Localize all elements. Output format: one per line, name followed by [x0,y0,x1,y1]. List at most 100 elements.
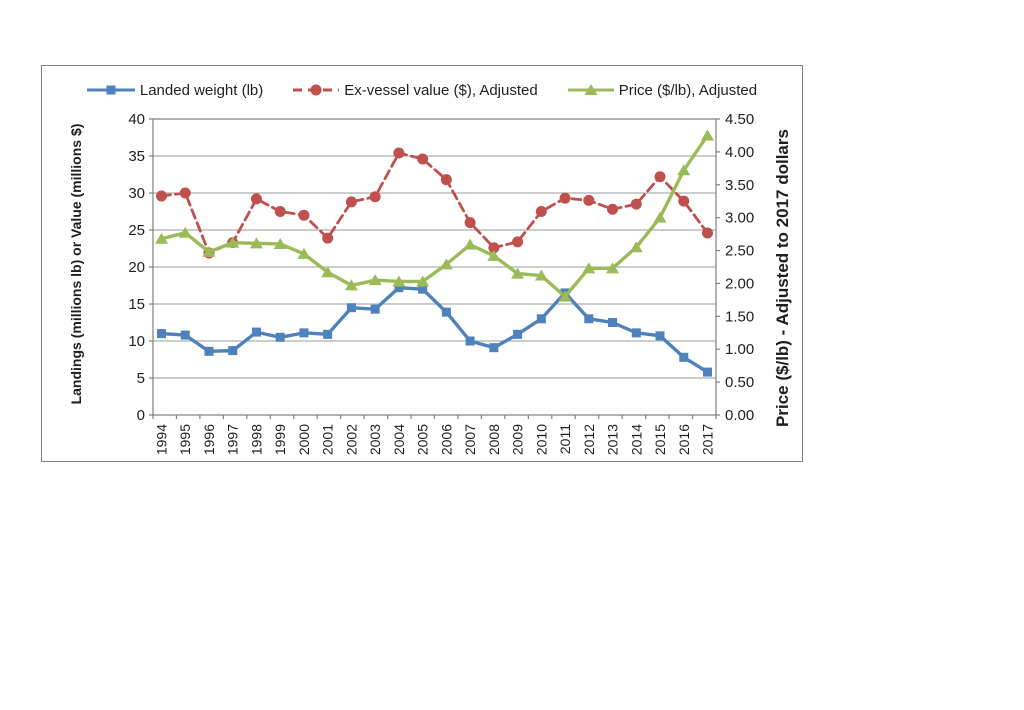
data-point-marker [630,198,642,210]
line-triangle-marker-icon [567,83,614,97]
data-point-marker [464,217,476,229]
x-tick-label: 1998 [248,424,264,455]
data-point-marker [606,262,620,274]
data-point-marker [369,191,381,203]
data-point-marker [441,307,451,317]
data-point-marker [156,190,167,202]
x-tick-label: 2017 [700,424,716,455]
left-axis-tick-label: 35 [128,148,145,165]
data-point-marker [180,330,190,340]
data-point-marker [703,367,712,377]
x-tick-label: 1996 [201,424,217,455]
data-point-marker [513,329,523,339]
data-point-marker [678,195,690,207]
data-point-marker [249,237,263,249]
data-point-marker [392,275,406,287]
data-point-marker [487,249,501,261]
left-axis-tick-label: 15 [128,296,145,313]
data-point-marker [463,238,477,250]
x-tick-label: 2007 [462,424,478,455]
data-point-marker [677,164,691,176]
x-tick-label: 2016 [676,424,692,455]
data-point-marker [582,262,596,274]
data-point-marker [370,304,380,314]
right-axis-tick-label: 4.50 [725,111,754,128]
legend-item-ex-vessel-value: Ex-vessel value ($), Adjusted [293,81,538,99]
x-tick-label: 2004 [391,424,407,455]
data-point-marker [345,196,357,208]
x-tick-label: 2003 [367,424,383,455]
x-tick-label: 2015 [652,424,668,455]
data-point-marker [631,328,641,338]
data-point-marker [393,147,405,159]
data-point-marker [583,194,595,206]
data-point-marker [155,232,168,244]
data-point-marker [275,332,285,342]
series-line [159,133,710,299]
data-point-marker [584,314,594,324]
data-point-marker [417,153,429,165]
data-point-marker [297,247,311,259]
data-point-marker [536,314,546,324]
chart-plot: 0 5 10 15 20 25 30 35 40 0.00 0.50 1.00 1.50 2.00 2.50… [128,111,754,455]
data-point-marker [273,237,287,249]
data-point-marker [607,203,619,215]
data-point-marker [534,269,548,281]
x-tick-label: 2014 [628,424,644,455]
data-point-marker [559,192,571,204]
left-axis-tick-label: 30 [128,185,145,202]
chart-legend: Landed weight (lb) Ex-vessel value ($), … [42,80,802,100]
data-point-marker [629,241,643,253]
right-axis-tick-label: 0.50 [725,374,754,391]
data-point-marker [204,346,214,356]
series-line [159,286,710,374]
dashed-line-circle-marker-icon [293,83,340,97]
data-point-marker [535,206,547,217]
data-point-marker [368,274,382,286]
legend-label: Ex-vessel value ($), Adjusted [344,81,538,99]
data-point-marker [654,171,666,183]
data-point-marker [344,279,358,291]
data-point-marker [394,283,404,293]
data-point-marker [346,303,356,313]
x-tick-label: 1994 [154,424,170,455]
data-point-marker [228,346,238,356]
data-point-marker [655,331,665,341]
right-axis-tick-label: 3.50 [725,177,754,194]
legend-label: Price ($/lb), Adjusted [618,81,758,99]
data-point-marker [323,329,333,339]
left-axis-tick-label: 0 [137,407,145,424]
x-tick-label: 2008 [486,424,502,455]
right-axis-tick-label: 1.00 [725,341,754,358]
right-axis-tick-label: 1.50 [725,308,754,325]
data-point-marker [439,258,453,270]
data-point-marker [298,209,310,221]
data-point-marker [322,232,334,244]
x-tick-label: 1999 [272,424,288,455]
x-tick-label: 2001 [320,424,336,455]
data-point-marker [321,266,335,278]
left-axis-tick-label: 40 [128,111,145,128]
data-point-marker [512,236,524,248]
data-point-marker [299,328,309,338]
x-tick-label: 2000 [296,424,312,455]
data-point-marker [558,290,572,302]
legend-item-landed-weight: Landed weight (lb) [86,81,264,99]
x-tick-label: 2012 [581,424,597,455]
data-point-marker [608,318,618,327]
x-tick-label: 1997 [225,424,241,455]
data-point-marker [251,327,261,337]
data-point-marker [679,352,689,362]
right-axis-tick-label: 0.00 [725,407,754,424]
x-tick-label: 2005 [415,424,431,455]
x-tick-label: 2013 [605,424,621,455]
x-tick-label: 2006 [438,424,454,455]
left-axis-tick-label: 25 [128,222,145,239]
right-axis-tick-label: 2.00 [725,275,754,292]
data-point-marker [702,227,713,239]
data-point-marker [274,206,286,217]
x-tick-label: 2009 [510,424,526,455]
series-line [160,151,709,255]
data-point-marker [440,174,452,186]
legend-label: Landed weight (lb) [139,81,264,99]
